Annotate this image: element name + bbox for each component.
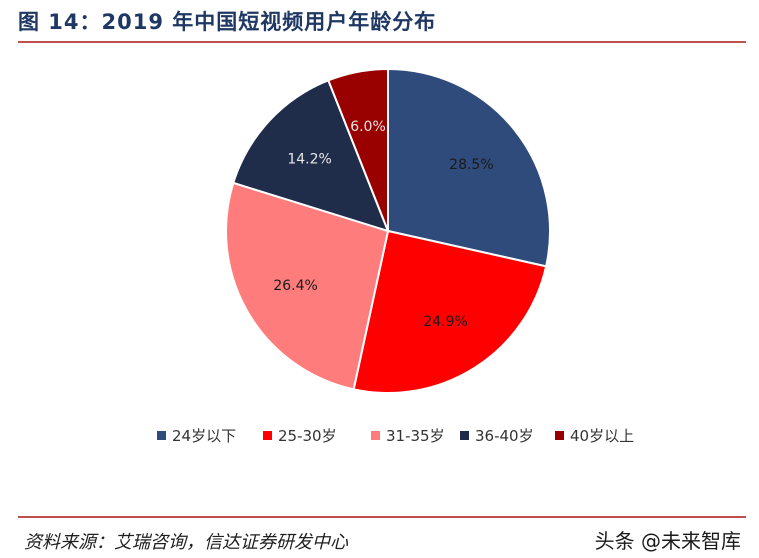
- pie-slice-6-0: [327, 67, 389, 232]
- figure-title: 图 14：2019 年中国短视频用户年龄分布: [18, 10, 437, 34]
- legend-label: 31-35岁: [386, 427, 445, 445]
- watermark: 头条 @未来智库: [594, 529, 741, 553]
- pie-slice-24-9: [352, 229, 548, 394]
- slice-data-label: 28.5%: [449, 157, 493, 173]
- legend-swatch: [263, 431, 272, 440]
- top-divider: [18, 41, 746, 43]
- pie-slice-14-2: [232, 79, 390, 233]
- source-note: 资料来源：艾瑞咨询，信达证券研发中心: [24, 532, 348, 553]
- legend-label: 40岁以上: [570, 427, 634, 445]
- slice-data-label: 6.0%: [350, 119, 386, 135]
- slice-data-label: 26.4%: [273, 278, 317, 294]
- legend-swatch: [555, 431, 564, 440]
- legend-swatch: [157, 431, 166, 440]
- pie-slice-labels: 28.5% 24.9% 26.4% 14.2% 6.0%: [273, 119, 493, 330]
- bottom-divider: [18, 516, 746, 518]
- pie-slice-26-4: [225, 181, 390, 391]
- legend: 24岁以下 25-30岁 31-35岁 36-40岁 40岁以上: [157, 427, 634, 445]
- slice-data-label: 14.2%: [287, 151, 331, 167]
- legend-swatch: [460, 431, 469, 440]
- legend-label: 36-40岁: [475, 427, 534, 445]
- slice-data-label: 24.9%: [423, 314, 467, 330]
- legend-swatch: [371, 431, 380, 440]
- pie-slices: [225, 67, 551, 394]
- legend-label: 25-30岁: [278, 427, 337, 445]
- pie-chart: 28.5% 24.9% 26.4% 14.2% 6.0% 24岁以下 25-30岁 31-3…: [157, 67, 634, 445]
- legend-label: 24岁以下: [172, 427, 236, 445]
- pie-slice-28-5: [387, 67, 551, 268]
